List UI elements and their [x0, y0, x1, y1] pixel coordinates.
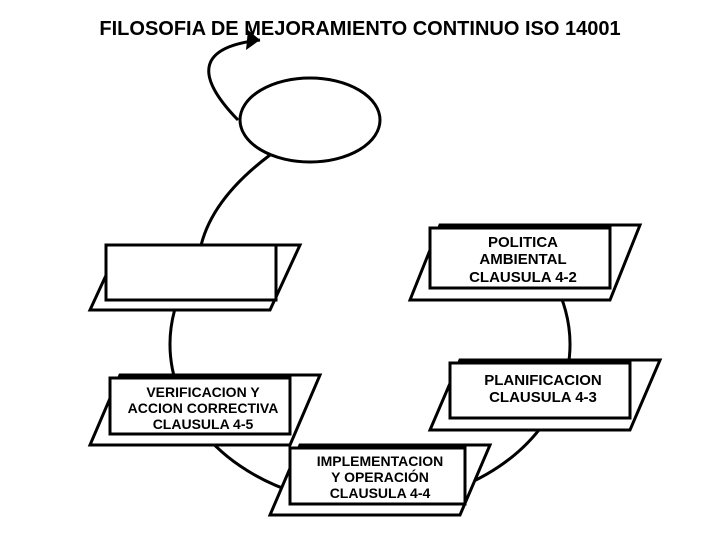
top-ellipse: [240, 78, 380, 162]
ellipse-connector: [200, 155, 270, 250]
label-politica: POLITICAAMBIENTALCLAUSULA 4-2: [448, 234, 598, 286]
label-implementacion: IMPLEMENTACIONY OPERACIÓNCLAUSULA 4-4: [300, 453, 460, 501]
spiral-arrow-head: [246, 30, 260, 50]
label-planificacion: PLANIFICACIONCLAUSULA 4-3: [468, 372, 618, 407]
box-revision: [106, 245, 276, 300]
label-verificacion: VERIFICACION YACCION CORRECTIVACLAUSULA …: [118, 384, 288, 432]
